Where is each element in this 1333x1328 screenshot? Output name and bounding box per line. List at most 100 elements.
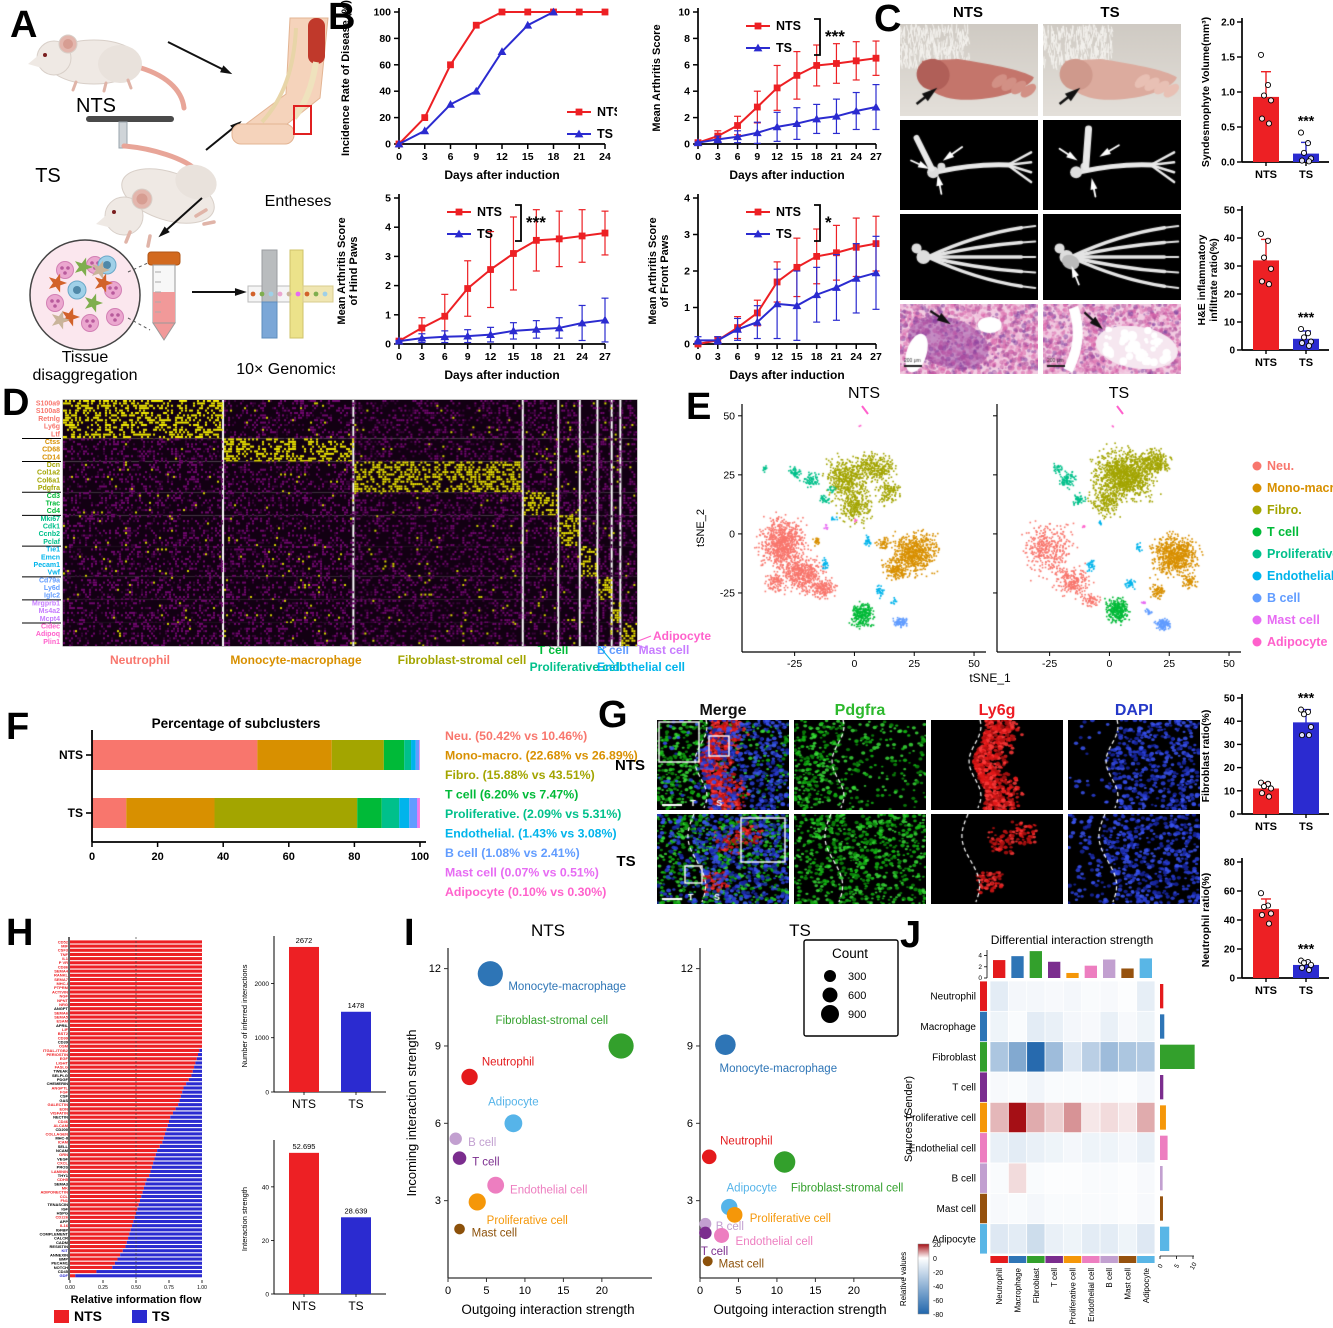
flow-bar-ts (130, 1228, 202, 1232)
flow-bar-ts (162, 1140, 202, 1144)
svg-text:27: 27 (599, 351, 611, 363)
j-cell (1137, 1102, 1155, 1133)
svg-text:20: 20 (151, 851, 163, 863)
e-legend-label: T cell (1267, 525, 1299, 539)
pathway-label: GAS (59, 1098, 68, 1103)
svg-text:15: 15 (522, 151, 534, 163)
gene-label: Trac (46, 500, 61, 507)
j-row-label: T cell (952, 1083, 976, 1094)
interaction-strength-chart: 0 20 40 Interaction strength 52.695 NTS 28.639… (240, 1140, 386, 1313)
svg-text:0: 0 (385, 339, 391, 351)
flow-bar-ts (143, 1186, 202, 1190)
i-dot-label: Endothelial cell (736, 1236, 813, 1248)
flow-bar-ts (145, 1182, 202, 1186)
pathway-label: TNF (60, 952, 68, 957)
svg-text:0.5: 0.5 (1221, 123, 1235, 134)
c-image-nts-row1 (900, 24, 1038, 116)
j-row-strip (980, 1224, 987, 1254)
j-col-strip (1082, 1256, 1100, 1263)
flow-bar-nts (70, 1245, 126, 1249)
j-row-strip (980, 1163, 987, 1193)
j-row-strip (980, 1133, 987, 1163)
pathway-label: CD52 (58, 939, 69, 944)
d-heatmap (63, 400, 637, 646)
pathway-label: RANKL (54, 973, 69, 978)
gene-label: Vwf (48, 570, 61, 577)
f-segment (418, 798, 420, 828)
j-colorbar-tick: -20 (933, 1270, 943, 1277)
x-axis-label: Days after induction (729, 368, 844, 382)
j-cell (1082, 1163, 1100, 1193)
svg-text:6: 6 (448, 151, 454, 163)
c-image-ts-row2 (1043, 120, 1181, 210)
gene-label: Dcn (47, 462, 60, 469)
j-cell (1137, 1011, 1155, 1042)
f-segment (214, 798, 358, 828)
pathway-label: ITGAL-ITGB2 (43, 1048, 69, 1053)
pathway-label: NPNT (57, 998, 68, 1003)
svg-text:0: 0 (265, 1090, 269, 1097)
svg-text:12: 12 (496, 151, 508, 163)
j-col-label: Fibroblast (1032, 1267, 1041, 1303)
svg-text:25: 25 (1163, 658, 1175, 670)
flow-bar-nts (70, 1119, 169, 1123)
j-cell (1027, 1163, 1045, 1193)
svg-text:9: 9 (754, 351, 760, 363)
gene-label: Col1a2 (37, 470, 60, 477)
svg-text:21: 21 (831, 151, 843, 163)
entheses-illustration (231, 17, 329, 145)
y-axis-label: of Front Paws (659, 235, 671, 308)
flow-bar-nts (70, 1132, 166, 1136)
j-row-label: Adipocyte (932, 1234, 976, 1245)
svg-text:2: 2 (385, 280, 391, 292)
e-legend-label: Fibro. (1267, 503, 1302, 517)
svg-text:0: 0 (729, 528, 735, 540)
svg-text:NTS: NTS (292, 1097, 316, 1111)
svg-text:TS: TS (477, 227, 493, 241)
flow-bar-ts (120, 1253, 202, 1257)
svg-text:24: 24 (576, 351, 588, 363)
svg-text:15: 15 (809, 1285, 821, 1297)
pathway-label: CD99 (58, 1035, 69, 1040)
gene-label: CD68 (42, 447, 60, 454)
flow-bar-ts (155, 1153, 202, 1157)
gene-label: Pclaf (43, 539, 60, 546)
svg-text:5: 5 (735, 1285, 741, 1297)
pathway-label: PTPRM (54, 985, 69, 990)
i-scatter-TS: TS 3 6 9 12 0 5 10 15 20 Outgoing interaction stre… (681, 921, 904, 1317)
svg-text:21: 21 (831, 351, 843, 363)
f-segment (92, 798, 127, 828)
j-title: Differential interaction strength (991, 933, 1154, 947)
svg-text:20: 20 (262, 1238, 270, 1245)
f-segment (92, 740, 258, 770)
label-tissue-1: Tissue (62, 349, 109, 366)
f-legend-label: Endothelial. (1.43% vs 3.08%) (445, 827, 617, 841)
flow-bar-ts (199, 1048, 202, 1052)
pathway-label: EGF (60, 1056, 69, 1061)
flow-bar-nts (70, 1178, 147, 1182)
i-dot-label: Fibroblast-stromal cell (791, 1182, 903, 1194)
j-top-bar (1121, 968, 1134, 978)
i-dot-B cell (699, 1217, 712, 1230)
svg-text:40: 40 (1224, 717, 1236, 728)
flow-bar-nts (70, 1057, 197, 1061)
j-top-bar (1048, 961, 1061, 978)
flow-bar-ts (191, 1073, 202, 1078)
pathway-label: IGF (61, 1206, 68, 1211)
cluster-label: Neutrophil (110, 653, 170, 667)
pathway-label: TWEAK (53, 1069, 68, 1074)
pathway-label: CD200 (56, 1127, 69, 1132)
svg-text:3: 3 (687, 1195, 693, 1207)
svg-text:18: 18 (811, 351, 823, 363)
j-cell (1118, 1072, 1137, 1102)
pathway-label: PERIOSTIN (46, 1052, 68, 1057)
g-image-nts-b (1068, 720, 1200, 810)
j-row-label: Proliferative cell (905, 1113, 976, 1124)
j-cell (1027, 1224, 1045, 1254)
pathway-label: APRIL (56, 1023, 69, 1028)
significance-stars: *** (1298, 309, 1315, 325)
gene-label: S100a8 (36, 408, 60, 415)
label-ts: TS (35, 165, 61, 187)
count-legend-dot (824, 970, 836, 982)
